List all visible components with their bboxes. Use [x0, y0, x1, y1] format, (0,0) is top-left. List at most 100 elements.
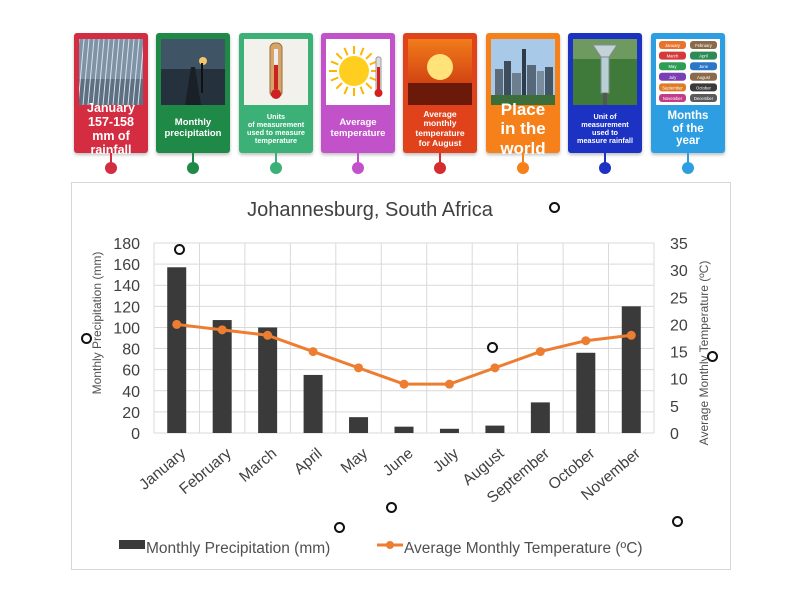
card-drop-handle[interactable]	[434, 162, 446, 174]
y-tick-label: 100	[113, 320, 140, 337]
card-label: Months of the year	[653, 107, 723, 151]
card-label-line: Place	[500, 100, 546, 120]
legend: Monthly Precipitation (mm) Average Month…	[119, 540, 643, 557]
rainy-road-icon	[161, 39, 225, 105]
card-label-line: mm of	[92, 129, 130, 143]
card-drop-handle[interactable]	[599, 162, 611, 174]
card-drop-handle[interactable]	[352, 162, 364, 174]
hotspot-january-bar[interactable]	[174, 244, 185, 255]
card-sunset[interactable]: Average monthly temperature for August	[403, 33, 477, 153]
svg-text:October: October	[696, 85, 712, 90]
rain-gauge-icon	[573, 39, 637, 105]
y-tick-label: 180	[113, 236, 140, 253]
card-label: Average temperature	[323, 107, 393, 151]
svg-text:September: September	[662, 85, 683, 90]
card-label-line: Unit of	[593, 111, 617, 121]
hotspot-chart-title[interactable]	[549, 202, 560, 213]
card-label-line: Months	[667, 109, 709, 122]
hotspot-legend-temperature[interactable]	[672, 516, 683, 527]
sun-thermometer-icon	[326, 39, 390, 105]
card-label: Units of measurement used to measure temper…	[241, 107, 311, 151]
card-label-lines: January 157-158 mm of rainfall	[87, 101, 135, 157]
y-tick-label: 40	[122, 384, 140, 401]
card-label-line: temperature	[254, 136, 298, 146]
card-thermometer[interactable]: Units of measurement used to measure temper…	[239, 33, 313, 153]
card-label-line: year	[676, 135, 700, 148]
card-image	[491, 39, 555, 105]
card-rain-gauge[interactable]: Unit of measurement used to measure rainfal…	[568, 33, 642, 153]
card-label-lines: Average temperature	[331, 118, 386, 139]
svg-text:February: February	[695, 43, 713, 48]
precipitation-bar	[303, 374, 323, 433]
gridlines	[153, 242, 655, 434]
hotspot-legend-precipitation[interactable]	[334, 522, 345, 533]
card-label-line: temperature	[415, 128, 465, 138]
card-rainy-road[interactable]: Monthly precipitation	[156, 33, 230, 153]
card-drop-handle[interactable]	[517, 162, 529, 174]
card-sun-thermometer[interactable]: Average temperature	[321, 33, 395, 153]
y2-tick-label: 10	[670, 372, 688, 389]
card-label-lines: Unit of measurement used to measure rainfal…	[577, 111, 633, 146]
card-rain[interactable]: January 157-158 mm of rainfall	[74, 33, 148, 157]
precipitation-bar	[485, 425, 505, 433]
card-drop-handle[interactable]	[682, 162, 694, 174]
card-label-line: 157-158	[88, 115, 134, 129]
card-label-line: used to	[592, 128, 618, 137]
card-label-line: January	[87, 101, 135, 115]
precipitation-bar	[530, 402, 550, 433]
y-tick-label: 80	[122, 342, 140, 359]
hotspot-august-temperature[interactable]	[487, 342, 498, 353]
card-label-line: rainfall	[90, 143, 132, 157]
card-label-line: Units	[266, 111, 286, 121]
y-tick-label: 20	[122, 405, 140, 422]
precipitation-bars	[167, 267, 641, 433]
hotspot-left-axis[interactable]	[81, 333, 92, 344]
card-drop-handle[interactable]	[270, 162, 282, 174]
card-connector	[522, 153, 524, 163]
y2-tick-label: 25	[670, 290, 688, 307]
y2-axis-label: Average Monthly Temperature (ºC)	[697, 261, 711, 446]
card-label-line: precipitation	[164, 128, 222, 139]
card-month-labels[interactable]: January February March April May June July Augu…	[651, 33, 725, 153]
month-labels-icon: January February March April May June July Augu…	[656, 39, 720, 105]
y2-tick-label: 30	[670, 263, 688, 280]
card-label: Average monthly temperature for August	[405, 107, 475, 151]
card-drop-handle[interactable]	[105, 162, 117, 174]
svg-text:June: June	[699, 64, 709, 69]
precipitation-bar	[439, 428, 459, 433]
precipitation-bar	[394, 426, 414, 433]
card-city-skyline[interactable]: Place in the world	[486, 33, 560, 158]
card-image	[326, 39, 390, 105]
legend-label-temperature: Average Monthly Temperature (ºC)	[404, 540, 643, 557]
precipitation-bar	[576, 352, 596, 433]
hotspot-right-axis[interactable]	[707, 351, 718, 362]
precipitation-bar	[212, 320, 232, 433]
card-image	[79, 39, 143, 105]
card-label-line: of measurement	[247, 119, 305, 129]
legend-label-precipitation: Monthly Precipitation (mm)	[146, 540, 330, 557]
legend-swatch-precipitation	[119, 540, 145, 549]
temperature-point	[217, 325, 227, 335]
card-connector	[357, 153, 359, 163]
card-connector	[687, 153, 689, 163]
x-tick-label: February	[176, 445, 235, 498]
precipitation-bar	[258, 327, 278, 433]
card-label-line: of the	[672, 122, 704, 135]
temperature-point	[444, 379, 454, 389]
y-axis-label: Monthly Precipitation (mm)	[90, 252, 104, 395]
precipitation-bar	[349, 417, 369, 433]
y2-tick-label: 0	[670, 426, 679, 443]
card-label-lines: Average monthly temperature for August	[415, 109, 465, 148]
card-image	[161, 39, 225, 105]
hotspot-month-axis[interactable]	[386, 502, 397, 513]
temperature-point	[535, 347, 545, 357]
y-tick-label: 0	[131, 426, 140, 443]
card-label-lines: Units of measurement used to measure temper…	[247, 111, 305, 146]
card-label-lines: Monthly precipitation	[164, 118, 221, 139]
card-label-line: for August	[418, 137, 462, 148]
card-drop-handle[interactable]	[187, 162, 199, 174]
y-tick-label: 120	[113, 299, 140, 316]
card-label-lines: Place in the world	[500, 100, 545, 157]
y2-tick-label: 5	[670, 399, 679, 416]
temperature-point	[626, 330, 636, 340]
